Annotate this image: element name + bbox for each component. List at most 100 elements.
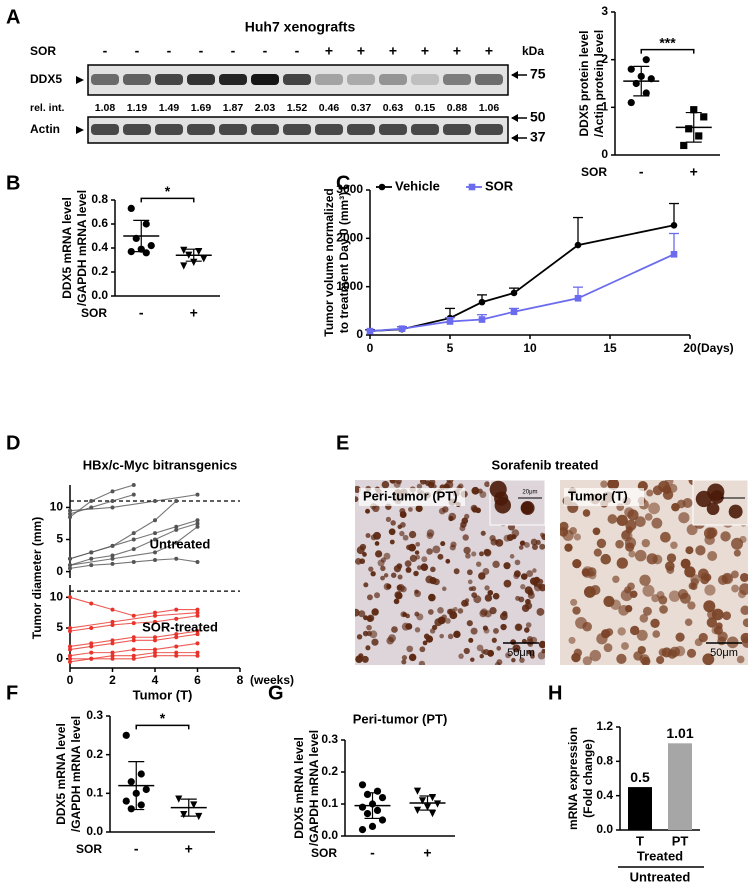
nucleus bbox=[512, 644, 521, 653]
x-axis-label: (weeks) bbox=[250, 673, 294, 687]
nucleus bbox=[690, 578, 699, 587]
nucleus bbox=[510, 639, 517, 646]
data-point bbox=[195, 613, 200, 618]
nucleus bbox=[358, 610, 366, 618]
actin-band bbox=[283, 124, 311, 135]
series-line bbox=[69, 484, 134, 518]
nucleus bbox=[400, 611, 407, 618]
lane-label: - bbox=[103, 43, 108, 59]
data-point bbox=[574, 241, 582, 249]
data-point bbox=[574, 294, 582, 302]
data-point bbox=[110, 607, 115, 612]
nucleus bbox=[370, 571, 376, 577]
nucleus bbox=[470, 657, 475, 662]
nucleus bbox=[702, 653, 715, 665]
nucleus bbox=[503, 562, 511, 570]
nucleus bbox=[483, 627, 490, 634]
nucleus bbox=[470, 504, 478, 512]
x-tick-label: 10 bbox=[523, 341, 537, 355]
nucleus bbox=[484, 585, 490, 591]
nucleus bbox=[463, 647, 470, 655]
nucleus bbox=[495, 538, 504, 547]
rel-int-value: 1.08 bbox=[95, 102, 116, 114]
nucleus bbox=[416, 483, 423, 489]
data-point bbox=[174, 556, 179, 561]
nucleus bbox=[618, 605, 629, 616]
nucleus bbox=[441, 586, 447, 592]
nucleus bbox=[575, 616, 587, 629]
nucleus bbox=[465, 553, 471, 559]
image-label: Tumor (T) bbox=[568, 488, 628, 503]
nucleus bbox=[739, 572, 748, 582]
nucleus bbox=[434, 618, 443, 627]
nucleus bbox=[408, 543, 417, 552]
actin-band bbox=[411, 124, 439, 135]
data-point bbox=[131, 638, 136, 643]
data-point bbox=[153, 650, 157, 655]
denominator: Untreated bbox=[630, 869, 691, 884]
data-point bbox=[190, 801, 198, 809]
nucleus bbox=[540, 532, 545, 538]
data-point bbox=[153, 610, 157, 615]
data-point bbox=[195, 650, 200, 655]
data-point bbox=[131, 653, 136, 658]
data-point bbox=[358, 781, 367, 789]
data-point bbox=[510, 289, 518, 297]
rel-int-value: 0.46 bbox=[319, 102, 340, 114]
nucleus bbox=[525, 598, 531, 605]
data-point bbox=[368, 822, 377, 831]
rel-int-value: 1.69 bbox=[191, 102, 212, 114]
data-point bbox=[142, 785, 150, 794]
micrograph bbox=[560, 480, 748, 665]
data-point bbox=[89, 641, 94, 646]
inset-scale-label: 20μm bbox=[522, 490, 537, 496]
nucleus bbox=[445, 480, 454, 489]
panel-label: E bbox=[336, 432, 349, 454]
nucleus bbox=[630, 625, 640, 636]
data-point bbox=[200, 255, 208, 263]
actin-band bbox=[155, 124, 183, 135]
nucleus bbox=[475, 561, 482, 567]
data-point bbox=[378, 794, 387, 802]
y-tick-label: 3 bbox=[601, 4, 608, 18]
data-point bbox=[110, 499, 115, 504]
nucleus bbox=[570, 598, 578, 606]
data-point bbox=[68, 563, 72, 568]
panel-label: B bbox=[6, 172, 20, 194]
nucleus bbox=[685, 546, 694, 555]
nucleus bbox=[733, 549, 741, 557]
data-point bbox=[89, 601, 94, 606]
data-point bbox=[89, 656, 94, 661]
nucleus bbox=[650, 618, 660, 628]
rel-int-label: rel. int. bbox=[30, 102, 65, 114]
data-point bbox=[428, 794, 437, 802]
data-point bbox=[174, 650, 179, 655]
panel-label: C bbox=[336, 172, 350, 194]
nucleus bbox=[448, 515, 454, 522]
nucleus bbox=[438, 507, 446, 515]
nucleus bbox=[531, 543, 538, 550]
lane-label: - bbox=[231, 43, 236, 59]
y-tick-label: 0.3 bbox=[86, 708, 103, 722]
nucleus bbox=[527, 650, 532, 655]
nucleus bbox=[573, 533, 581, 541]
inset-nucleus bbox=[489, 480, 507, 498]
nucleus bbox=[621, 530, 633, 542]
nucleus bbox=[428, 593, 436, 602]
nucleus bbox=[406, 645, 414, 653]
y-tick-label: 5 bbox=[56, 620, 63, 634]
nucleus bbox=[453, 606, 458, 612]
lane-label: + bbox=[485, 43, 493, 59]
data-point bbox=[110, 553, 115, 558]
nucleus bbox=[447, 633, 454, 640]
lane-label: + bbox=[421, 43, 429, 59]
nucleus bbox=[365, 533, 371, 539]
rel-int-value: 1.49 bbox=[159, 102, 180, 114]
nucleus bbox=[466, 620, 473, 627]
data-point bbox=[110, 505, 115, 510]
nucleus bbox=[450, 541, 457, 548]
nucleus bbox=[610, 599, 621, 611]
nucleus bbox=[739, 583, 748, 595]
nucleus bbox=[707, 609, 717, 620]
nucleus bbox=[530, 538, 538, 546]
